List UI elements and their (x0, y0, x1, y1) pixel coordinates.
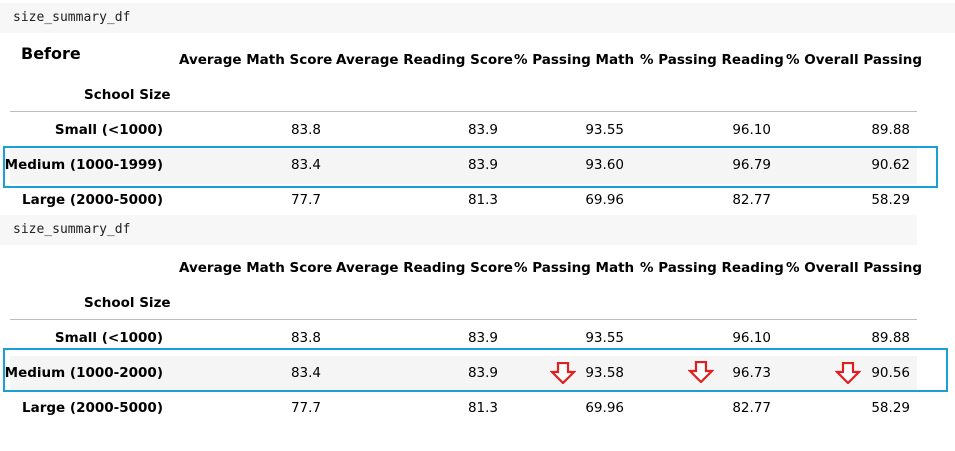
index-header: School Size (84, 87, 171, 103)
table-cell: 90.62 (871, 157, 910, 173)
col-header-pass-math: % Passing Math (514, 260, 635, 276)
table-cell: 81.3 (467, 192, 498, 208)
table-cell: 81.3 (467, 400, 498, 416)
row-label: Small (<1000) (54, 330, 163, 346)
col-header-overall-passing: % Overall Passing (786, 52, 922, 68)
row-label: Medium (1000-2000) (4, 365, 163, 381)
table-cell: 69.96 (585, 192, 624, 208)
before-label: Before (21, 44, 81, 63)
table-cell: 82.77 (732, 192, 771, 208)
code-cell-label: size_summary_df (0, 215, 917, 245)
header-divider (10, 319, 917, 320)
table-row-stripe (10, 148, 917, 184)
index-header: School Size (84, 295, 171, 311)
col-header-avg-reading: Average Reading Score (336, 52, 513, 68)
table-cell: 96.79 (732, 157, 771, 173)
col-header-avg-math: Average Math Score (179, 52, 333, 68)
code-text: size_summary_df (13, 222, 131, 237)
col-header-avg-reading: Average Reading Score (336, 260, 513, 276)
table-cell: 83.4 (290, 365, 321, 381)
table-cell: 83.9 (467, 122, 498, 138)
table-cell: 77.7 (290, 400, 321, 416)
col-header-avg-math: Average Math Score (179, 260, 333, 276)
col-header-pass-reading: % Passing Reading (640, 52, 784, 68)
table-cell: 83.8 (290, 122, 321, 138)
table-cell: 83.9 (467, 330, 498, 346)
table-cell: 69.96 (585, 400, 624, 416)
code-text: size_summary_df (13, 10, 131, 25)
table-row-stripe (10, 356, 917, 392)
row-label: Large (2000-5000) (22, 400, 163, 416)
row-label: Medium (1000-1999) (4, 157, 163, 173)
row-label: Small (<1000) (54, 122, 163, 138)
table-cell: 83.9 (467, 157, 498, 173)
col-header-overall-passing: % Overall Passing (786, 260, 922, 276)
table-cell: 58.29 (871, 192, 910, 208)
highlight-box-before (3, 146, 938, 188)
header-divider (10, 111, 917, 112)
table-cell: 96.10 (732, 330, 771, 346)
down-arrow-icon (835, 362, 861, 384)
table-cell: 77.7 (290, 192, 321, 208)
code-cell-label: size_summary_df (0, 3, 955, 33)
table-cell: 83.9 (467, 365, 498, 381)
row-label: Large (2000-5000) (22, 192, 163, 208)
table-cell: 89.88 (871, 122, 910, 138)
table-cell: 83.4 (290, 157, 321, 173)
down-arrow-icon (550, 362, 576, 384)
col-header-pass-math: % Passing Math (514, 52, 635, 68)
table-cell: 89.88 (871, 330, 910, 346)
table-cell: 83.8 (290, 330, 321, 346)
table-cell: 82.77 (732, 400, 771, 416)
down-arrow-icon (688, 361, 714, 383)
highlight-box-after (3, 348, 948, 392)
table-cell: 93.55 (585, 122, 624, 138)
table-cell: 96.10 (732, 122, 771, 138)
table-cell: 58.29 (871, 400, 910, 416)
table-cell: 96.73 (732, 365, 771, 381)
table-cell: 93.55 (585, 330, 624, 346)
table-cell: 90.56 (871, 365, 910, 381)
table-cell: 93.58 (585, 365, 624, 381)
col-header-pass-reading: % Passing Reading (640, 260, 784, 276)
table-cell: 93.60 (585, 157, 624, 173)
